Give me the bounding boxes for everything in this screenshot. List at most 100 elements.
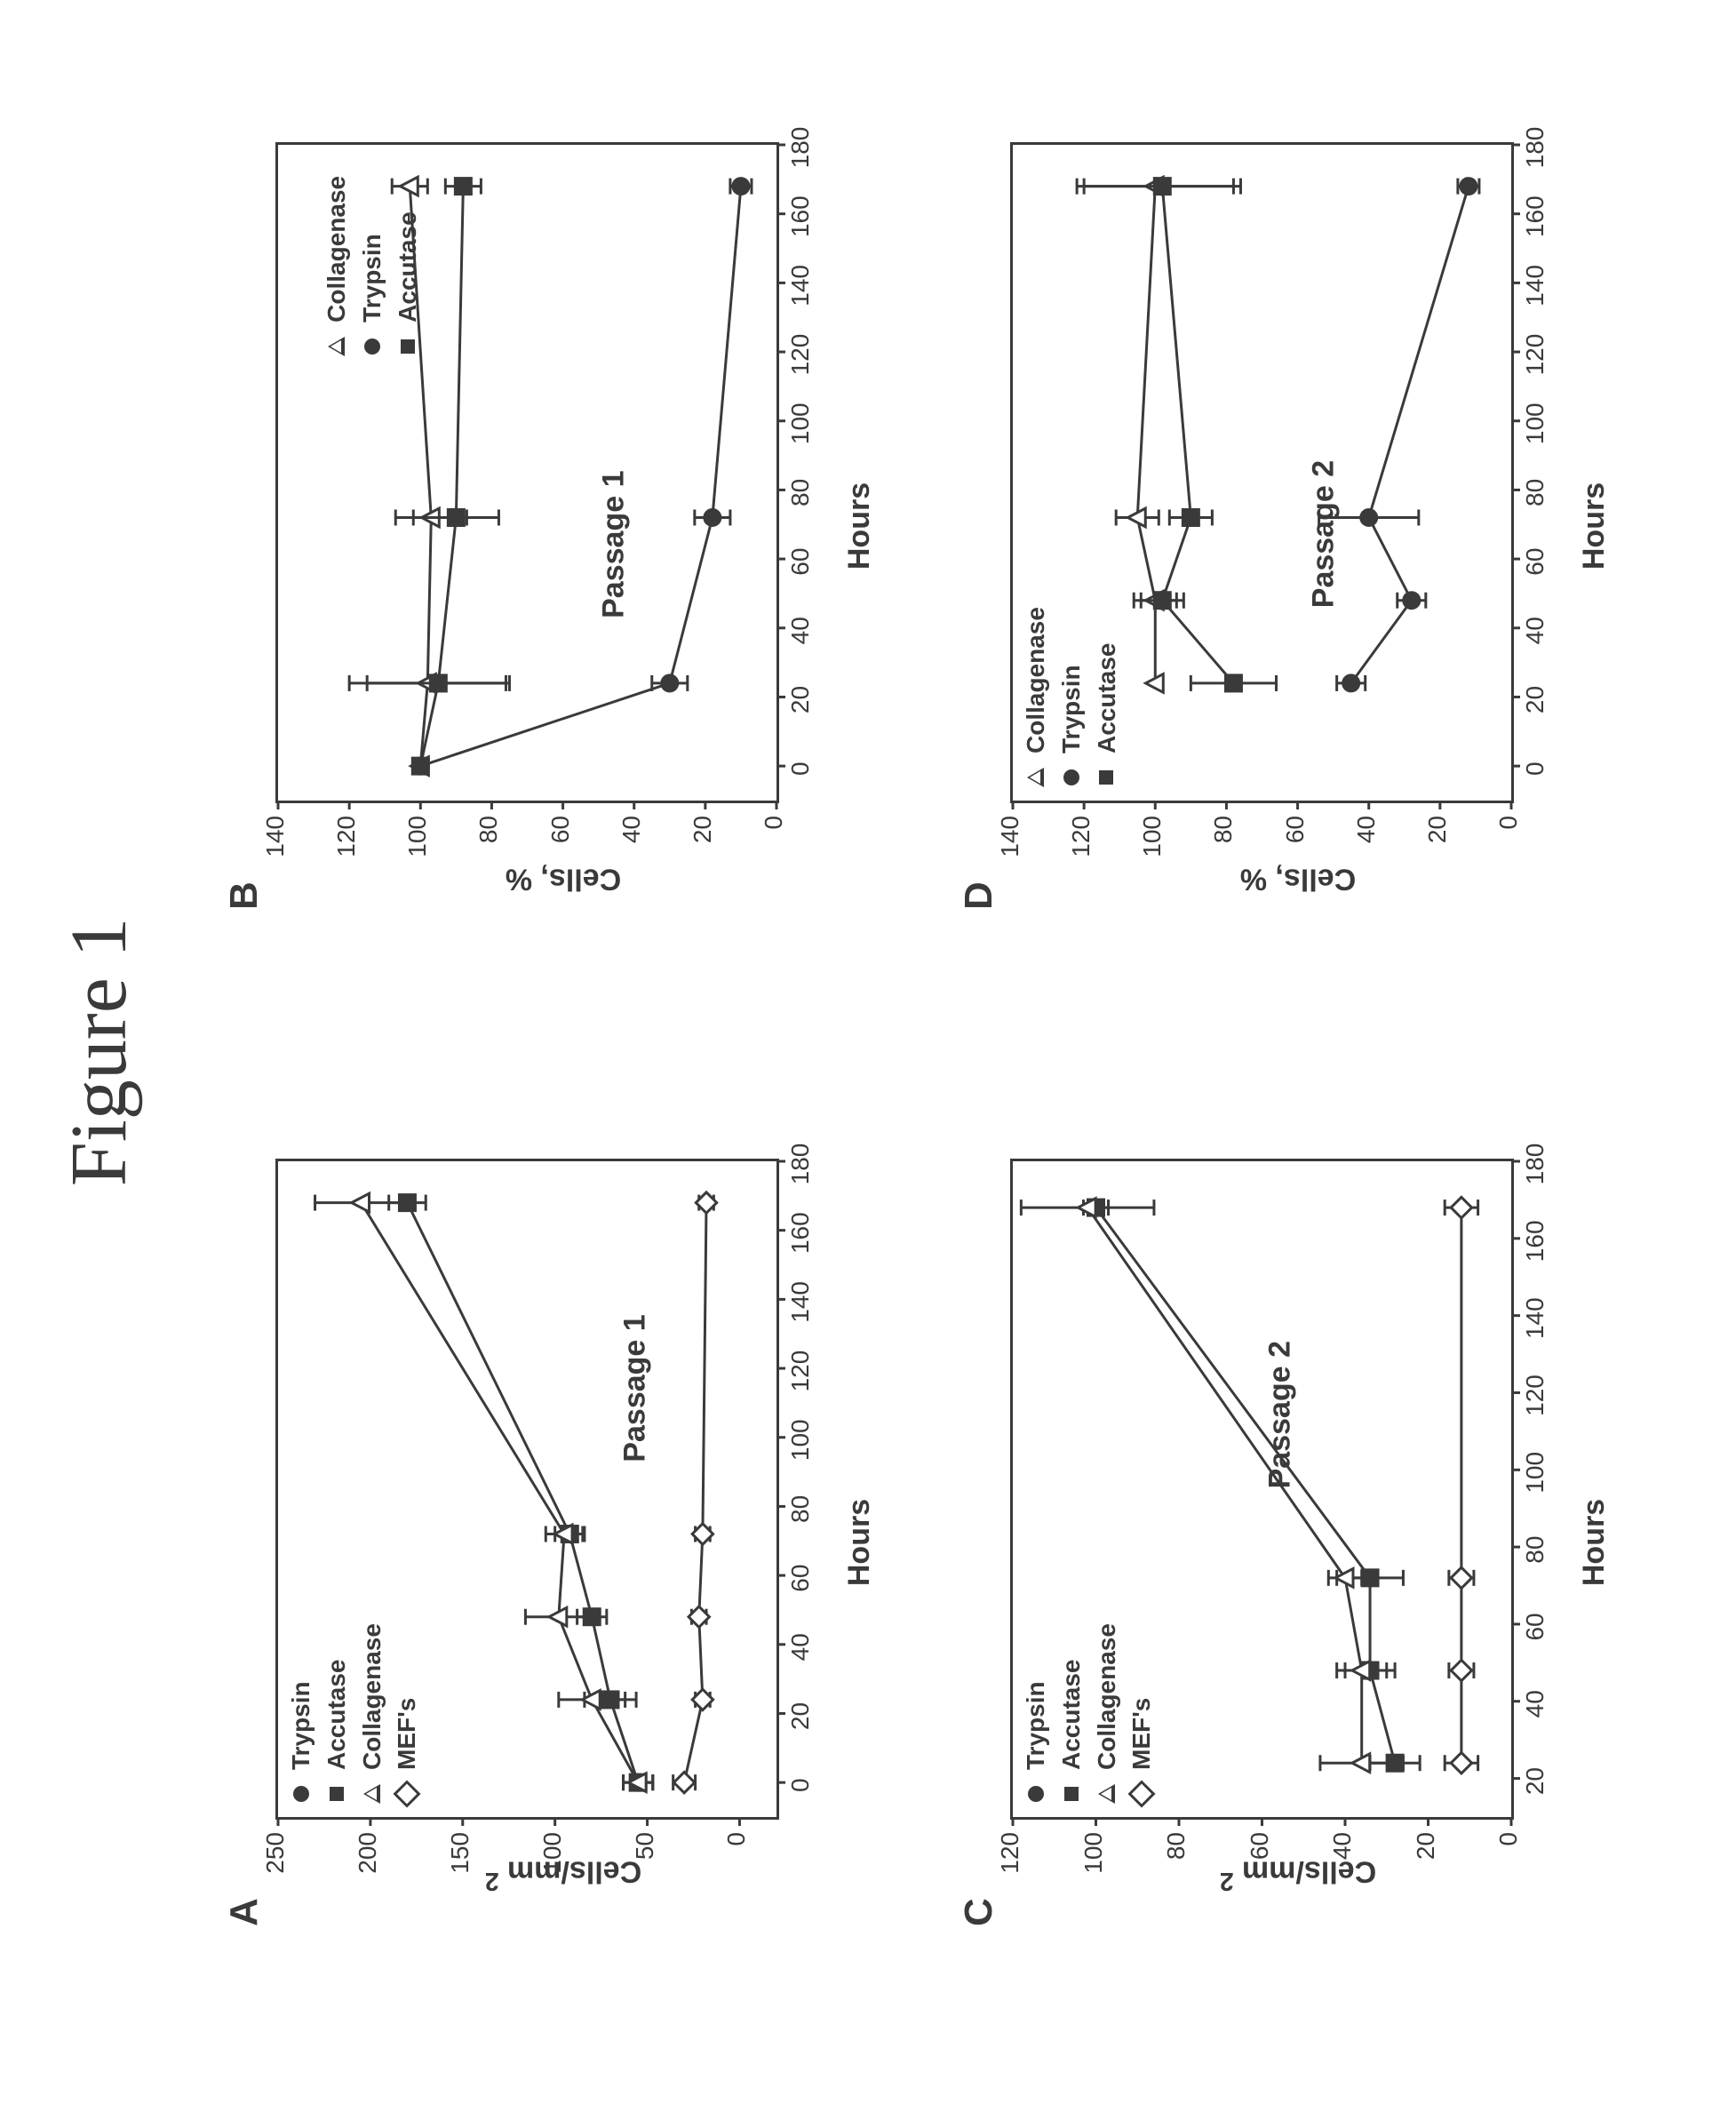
legend-item: Collagenase <box>320 176 354 362</box>
y-tick-label: 20 <box>1412 1832 1440 1921</box>
legend-label: Collagenase <box>1090 1623 1124 1770</box>
y-tick-label: 60 <box>1246 1832 1274 1921</box>
legend-item: Trypsin <box>284 1623 318 1809</box>
y-tick-label: 150 <box>446 1832 474 1921</box>
x-tick-label: 140 <box>786 259 815 312</box>
legend-item: Trypsin <box>355 176 389 362</box>
panel-b: BCells, %Hours02040608010012014002040608… <box>231 107 895 945</box>
y-tick-label: 80 <box>1209 816 1238 905</box>
x-tick-label: 80 <box>786 466 815 519</box>
legend: CollagenaseTrypsinAccutase <box>1017 607 1125 793</box>
x-tick-label: 20 <box>786 673 815 726</box>
passage-label: Passage 1 <box>618 1314 653 1462</box>
legend-marker-icon <box>397 331 418 362</box>
x-tick-label: 40 <box>1521 1678 1549 1731</box>
legend-item: Accutase <box>1055 1623 1088 1809</box>
legend: TrypsinAccutaseCollagenaseMEF's <box>1017 1623 1160 1809</box>
y-tick-label: 40 <box>1328 1832 1357 1921</box>
legend-marker-icon <box>396 1779 418 1809</box>
x-tick-label: 120 <box>786 1344 815 1398</box>
legend: CollagenaseTrypsinAccutase <box>318 176 426 362</box>
legend-item: MEF's <box>1125 1623 1159 1809</box>
legend-label: Collagenase <box>320 176 354 323</box>
y-tick-label: 40 <box>617 816 646 905</box>
legend-item: MEF's <box>390 1623 424 1809</box>
legend-label: Collagenase <box>355 1623 389 1770</box>
x-tick-label: 120 <box>1521 1368 1549 1422</box>
legend-marker-icon <box>1095 762 1117 793</box>
y-tick-label: 60 <box>1281 816 1310 905</box>
y-tick-label: 0 <box>1494 816 1523 905</box>
x-axis-label: Hours <box>1577 107 1612 945</box>
legend-label: Accutase <box>391 211 425 323</box>
x-axis-label: Hours <box>1577 1123 1612 1962</box>
y-tick-label: 100 <box>1079 1832 1108 1921</box>
x-tick-label: 180 <box>1521 121 1549 174</box>
legend-marker-icon <box>1025 762 1047 793</box>
panel-d: DCells, %Hours02040608010012014002040608… <box>966 107 1629 945</box>
y-tick-label: 200 <box>354 1832 382 1921</box>
x-tick-label: 60 <box>786 535 815 588</box>
y-tick-label: 80 <box>474 816 503 905</box>
legend-label: Trypsin <box>284 1681 318 1770</box>
x-tick-label: 0 <box>786 742 815 795</box>
passage-label: Passage 1 <box>596 471 631 618</box>
legend-item: Collagenase <box>1019 607 1053 793</box>
y-tick-label: 20 <box>1423 816 1452 905</box>
x-tick-label: 20 <box>786 1689 815 1742</box>
legend-label: Accutase <box>1055 1659 1088 1770</box>
legend-marker-icon <box>1061 762 1082 793</box>
legend-item: Trypsin <box>1019 1623 1053 1809</box>
x-tick-label: 60 <box>786 1551 815 1605</box>
x-tick-label: 0 <box>1521 742 1549 795</box>
x-tick-label: 160 <box>786 1207 815 1260</box>
y-tick-label: 60 <box>546 816 575 905</box>
x-tick-label: 100 <box>1521 1446 1549 1499</box>
legend-label: Accutase <box>1090 642 1124 753</box>
x-tick-label: 100 <box>786 397 815 450</box>
figure-title: Figure 1 <box>53 0 145 2104</box>
x-tick-label: 80 <box>1521 466 1549 519</box>
legend-item: Accutase <box>320 1623 354 1809</box>
y-tick-label: 80 <box>1162 1832 1191 1921</box>
y-tick-label: 50 <box>631 1832 659 1921</box>
legend-item: Accutase <box>391 176 425 362</box>
passage-label: Passage 2 <box>1262 1341 1297 1488</box>
x-tick-label: 100 <box>786 1414 815 1467</box>
legend-marker-icon <box>326 331 347 362</box>
legend: TrypsinAccutaseCollagenaseMEF's <box>283 1623 426 1809</box>
legend-item: Accutase <box>1090 607 1124 793</box>
legend-item: Collagenase <box>355 1623 389 1809</box>
y-tick-label: 140 <box>261 816 290 905</box>
x-tick-label: 40 <box>786 604 815 658</box>
legend-marker-icon <box>361 1779 382 1809</box>
panel-letter: B <box>222 881 267 910</box>
legend-item: Collagenase <box>1090 1623 1124 1809</box>
x-tick-label: 60 <box>1521 1600 1549 1654</box>
legend-label: Trypsin <box>1019 1681 1053 1770</box>
legend-marker-icon <box>1025 1779 1047 1809</box>
x-tick-label: 20 <box>1521 673 1549 726</box>
panel-grid: ACells/mm 2Hours050100150200250020406080… <box>231 107 1629 1962</box>
y-tick-label: 100 <box>538 1832 567 1921</box>
x-tick-label: 20 <box>1521 1755 1549 1808</box>
x-axis-label: Hours <box>842 1123 877 1962</box>
x-tick-label: 140 <box>1521 259 1549 312</box>
page: Figure 1 ACells/mm 2Hours050100150200250… <box>0 0 1736 2104</box>
y-tick-label: 40 <box>1352 816 1381 905</box>
figure: Figure 1 ACells/mm 2Hours050100150200250… <box>0 0 1736 2104</box>
legend-label: MEF's <box>390 1698 424 1770</box>
x-tick-label: 60 <box>1521 535 1549 588</box>
panel-letter: C <box>957 1898 1001 1926</box>
legend-marker-icon <box>362 331 383 362</box>
y-tick-label: 250 <box>261 1832 290 1921</box>
legend-marker-icon <box>1061 1779 1082 1809</box>
legend-label: MEF's <box>1125 1698 1159 1770</box>
y-tick-label: 120 <box>1067 816 1095 905</box>
legend-item: Trypsin <box>1055 607 1088 793</box>
y-tick-label: 0 <box>760 816 788 905</box>
x-tick-label: 0 <box>786 1758 815 1812</box>
x-tick-label: 180 <box>786 121 815 174</box>
legend-marker-icon <box>1131 1779 1152 1809</box>
x-tick-label: 140 <box>786 1275 815 1328</box>
